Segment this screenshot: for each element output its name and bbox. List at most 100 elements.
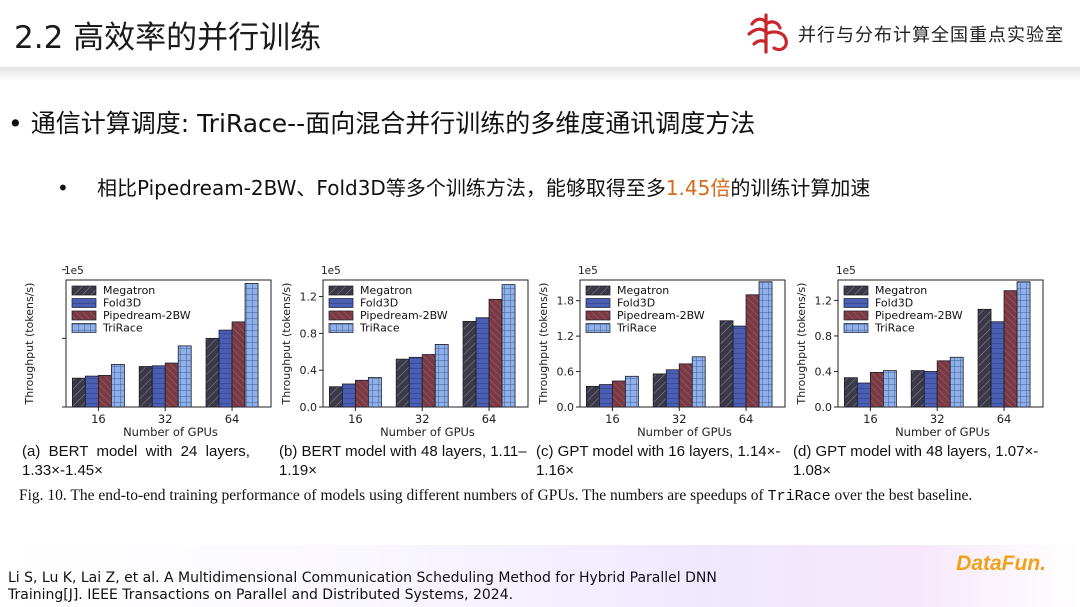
legend-swatch-trirace xyxy=(843,323,869,333)
bar xyxy=(745,294,760,408)
y-tick-label: 0.8 xyxy=(300,327,318,340)
caption-b: (b) BERT model with 48 layers, 1.11– 1.1… xyxy=(279,443,527,479)
y-axis-label: Throughput (tokens/s) xyxy=(280,283,293,406)
datafun-logo: DataFun. xyxy=(956,552,1046,575)
bar xyxy=(678,363,693,408)
y-tick-label: 0.4 xyxy=(300,364,318,377)
sub-bullet-text-pre: 相比Pipedream-2BW、Fold3D等多个训练方法，能够取得至多 xyxy=(97,176,666,200)
bar xyxy=(205,337,220,408)
axis-exponent: 1e5 xyxy=(64,265,84,277)
legend-label: Fold3D xyxy=(103,297,141,310)
bar xyxy=(408,356,423,408)
bar xyxy=(395,358,410,408)
bar xyxy=(1016,281,1031,408)
legend-label: Pipedream-2BW xyxy=(103,309,191,322)
x-tick-label: 32 xyxy=(672,412,687,426)
bar xyxy=(164,362,179,408)
bar xyxy=(665,369,680,408)
bar xyxy=(624,375,639,408)
legend-swatch-megatron xyxy=(843,285,869,296)
axis-exponent: 1e5 xyxy=(836,265,856,277)
x-axis-label: Number of GPUs xyxy=(637,425,732,439)
y-tick-label: 0.6 xyxy=(557,366,575,379)
bar xyxy=(354,379,369,408)
bar xyxy=(585,385,600,408)
bar xyxy=(475,317,490,408)
main-bullet: • 通信计算调度: TriRace--面向混合并行训练的多维度通讯调度方法 xyxy=(8,104,755,140)
y-tick-label: 0.0 xyxy=(557,401,575,414)
y-tick-label: 0.0 xyxy=(300,401,318,414)
caption-c: (c) GPT model with 16 layers, 1.14×- 1.1… xyxy=(536,443,781,479)
bar xyxy=(501,284,516,408)
x-tick-label: 16 xyxy=(863,412,878,426)
bar xyxy=(488,298,503,408)
legend-swatch-fold3d xyxy=(843,298,869,308)
bar xyxy=(97,375,112,408)
bullet-marker: • xyxy=(8,109,23,138)
bar xyxy=(244,283,259,408)
bar xyxy=(719,320,734,408)
axis-exponent: 1e5 xyxy=(578,265,598,277)
bar xyxy=(151,365,166,408)
sub-bullet-marker: • xyxy=(57,176,69,200)
legend-label: TriRace xyxy=(359,322,400,335)
legend-swatch-fold3d xyxy=(71,298,97,308)
x-tick-label: 16 xyxy=(605,412,620,426)
legend-swatch-megatron xyxy=(328,285,354,296)
bar xyxy=(732,325,747,408)
reference-line-2: Training[J]. IEEE Transactions on Parall… xyxy=(8,587,514,603)
bar xyxy=(611,380,626,408)
x-tick-label: 32 xyxy=(158,412,173,426)
legend-label: Pipedream-2BW xyxy=(875,309,963,322)
bar xyxy=(652,373,667,408)
x-tick-label: 64 xyxy=(739,412,754,426)
figure-caption-post: over the best baseline. xyxy=(830,487,973,504)
bar xyxy=(843,377,858,408)
legend-swatch-trirace xyxy=(585,323,611,333)
legend-label: Megatron xyxy=(875,284,927,297)
speedup-highlight: 1.45倍 xyxy=(665,176,731,200)
y-tick-label: 1.2 xyxy=(300,291,318,304)
x-tick-label: 64 xyxy=(997,412,1012,426)
bar xyxy=(71,377,86,408)
slide-title: 2.2 高效率的并行训练 xyxy=(14,20,322,56)
legend-swatch-trirace xyxy=(328,323,354,333)
legend-label: Megatron xyxy=(360,284,412,297)
legend-swatch-pipedream xyxy=(843,310,869,321)
legend-swatch-pipedream xyxy=(71,310,97,321)
y-tick-label: 0.4 xyxy=(815,365,833,378)
x-axis-label: Number of GPUs xyxy=(123,425,218,439)
legend-label: Fold3D xyxy=(617,297,655,310)
caption-a: (a) BERT model with 24 layers, 1.33×-1.4… xyxy=(22,443,250,479)
legend-label: Megatron xyxy=(617,284,669,297)
bar xyxy=(598,384,613,408)
bar xyxy=(421,354,436,408)
figure-caption-pre: Fig. 10. The end-to-end training perform… xyxy=(19,487,768,504)
x-tick-label: 64 xyxy=(225,412,240,426)
reference: Li S, Lu K, Lai Z, et al. A Multidimensi… xyxy=(8,570,717,604)
bar xyxy=(758,281,773,408)
legend-swatch-fold3d xyxy=(328,298,354,308)
bar xyxy=(923,371,938,408)
y-tick-label: 0.8 xyxy=(815,330,833,343)
legend-label: Pipedream-2BW xyxy=(617,309,705,322)
legend-label: Megatron xyxy=(103,284,155,297)
x-axis-label: Number of GPUs xyxy=(895,425,990,439)
bar xyxy=(462,321,477,408)
header-divider xyxy=(0,67,1080,81)
footer-band xyxy=(0,545,1080,607)
bar xyxy=(691,356,706,408)
legend-swatch-megatron xyxy=(71,285,97,296)
throughput-charts: 1e5 Throughput (tokens/s) 16 32 64 Number of … xyxy=(23,265,1044,439)
bar xyxy=(218,329,233,408)
y-tick-label: 1.2 xyxy=(557,330,575,343)
bar xyxy=(882,370,897,408)
reference-line-1: Li S, Lu K, Lai Z, et al. A Multidimensi… xyxy=(8,570,717,586)
bar xyxy=(936,360,951,408)
figure-caption: Fig. 10. The end-to-end training perform… xyxy=(19,487,972,505)
bar xyxy=(341,383,356,408)
legend-label: TriRace xyxy=(616,322,657,335)
lab-header: 并行与分布计算全国重点实验室 xyxy=(744,12,1064,56)
legend-swatch-pipedream xyxy=(585,310,611,321)
bar xyxy=(977,308,992,408)
